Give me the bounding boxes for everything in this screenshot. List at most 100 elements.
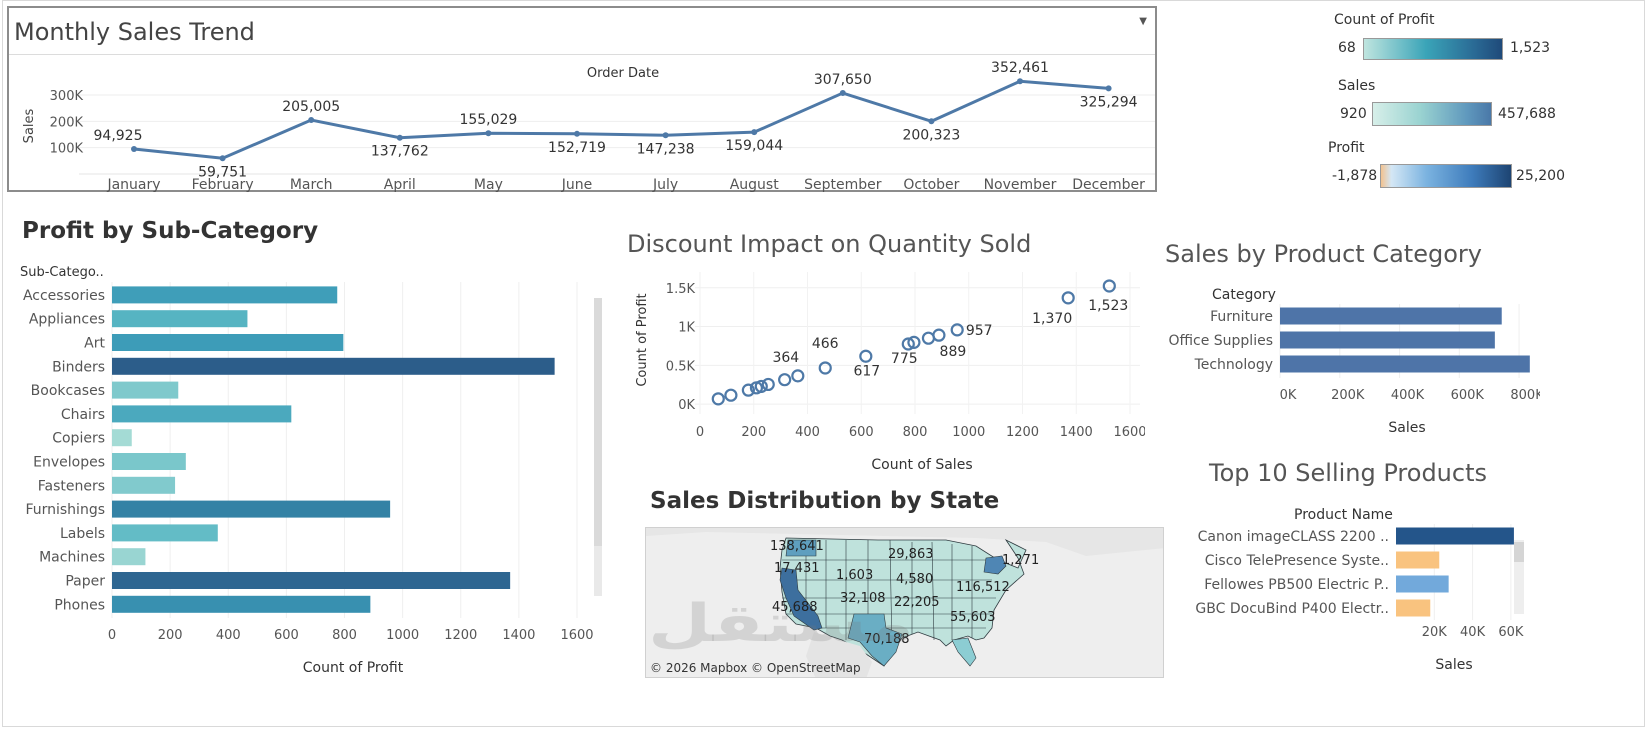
x-tick-label: 0K xyxy=(1280,388,1297,403)
vertical-scrollbar[interactable] xyxy=(1514,540,1524,614)
line-point xyxy=(396,134,403,141)
scatter-point xyxy=(921,331,936,345)
data-label: 152,719 xyxy=(548,140,606,156)
state-florida xyxy=(951,637,977,667)
x-tick-label: 200 xyxy=(158,628,183,643)
line-point xyxy=(219,155,226,162)
scrollbar-thumb[interactable] xyxy=(594,298,602,546)
legend-title: Profit xyxy=(1328,140,1365,156)
discount-xlabel: Count of Sales xyxy=(871,457,972,473)
scatter-point xyxy=(754,379,768,394)
legend-max: 1,523 xyxy=(1510,40,1551,56)
state-map[interactable]: 138,641 17,431 1,603 29,863 4,580 1,271 … xyxy=(645,527,1164,678)
data-label: 155,029 xyxy=(459,112,517,128)
scatter-point xyxy=(761,377,775,392)
top10-xlabel: Sales xyxy=(1435,657,1472,673)
scatter-point xyxy=(711,392,725,406)
bar xyxy=(1396,575,1449,593)
line-point xyxy=(662,132,669,139)
bar xyxy=(1280,355,1530,373)
legend-title: Count of Profit xyxy=(1334,12,1435,28)
data-label: 137,762 xyxy=(371,144,429,160)
legend-sales: Sales 920 457,688 xyxy=(1320,74,1580,134)
line-point xyxy=(131,146,137,153)
line-point xyxy=(485,130,492,137)
data-label: 59,751 xyxy=(198,164,247,180)
sales-by-category-chart[interactable]: Category Furniture Office Supplies Technol… xyxy=(1160,280,1540,440)
line-point xyxy=(1105,85,1112,92)
state-label: 116,512 xyxy=(956,580,1010,595)
x-tick-label: 800 xyxy=(903,425,928,440)
bar xyxy=(112,381,179,399)
subcategory-title: Profit by Sub-Category xyxy=(22,218,319,244)
state-label: 1,271 xyxy=(1002,553,1040,568)
x-tick-label: 1600 xyxy=(1113,425,1145,440)
monthly-sales-panel[interactable]: Monthly Sales Trend ▼ Order Date Sales 1… xyxy=(7,6,1157,192)
product-label: Canon imageCLASS 2200 .. xyxy=(1198,529,1389,545)
bar xyxy=(112,310,248,328)
scatter-point xyxy=(950,323,964,337)
line-point xyxy=(308,117,315,124)
scatter-point xyxy=(1102,279,1116,293)
sales-axis-label: Sales xyxy=(22,108,37,143)
data-label: 200,323 xyxy=(902,127,960,143)
top10-products-chart[interactable]: Product Name Canon imageCLASS 2200 .. Cis… xyxy=(1160,500,1540,685)
y-tick-label: 100K xyxy=(50,142,84,157)
category-label: Chairs xyxy=(61,407,105,423)
bar xyxy=(112,405,292,423)
bar xyxy=(112,357,555,375)
scatter-point xyxy=(818,361,832,375)
scatter-point xyxy=(901,337,915,351)
state-label: 55,603 xyxy=(950,610,996,625)
monthly-sales-chart[interactable]: Order Date Sales 100K 200K 300K 94,925 59,7… xyxy=(9,56,1155,192)
data-label: 147,238 xyxy=(637,141,695,157)
y-tick-label: 300K xyxy=(50,89,84,104)
category-header: Category xyxy=(1212,287,1276,303)
map-watermark: مستقل xyxy=(647,594,915,654)
dropdown-arrow-icon[interactable]: ▼ xyxy=(1139,16,1147,27)
category-label: Paper xyxy=(65,574,105,590)
map-attribution[interactable]: © 2026 Mapbox © OpenStreetMap xyxy=(650,661,861,675)
category-label: Fasteners xyxy=(38,478,105,494)
y-tick-label: 200K xyxy=(50,115,84,130)
point-label: 775 xyxy=(891,351,918,367)
y-tick-label: 1K xyxy=(678,321,695,336)
state-texas xyxy=(847,613,903,667)
line-point xyxy=(928,118,935,125)
x-tick-label: 60K xyxy=(1498,625,1524,640)
bar xyxy=(1396,599,1431,617)
point-label: 1,523 xyxy=(1088,298,1128,314)
data-label: 94,925 xyxy=(94,128,143,144)
legend-gradient xyxy=(1380,164,1512,188)
profit-by-subcategory-chart[interactable]: Sub-Catego.. Accessories Appliances Art Bin… xyxy=(10,254,615,694)
category-label: Phones xyxy=(54,597,105,613)
category-label: Envelopes xyxy=(33,455,105,471)
state-label: 22,205 xyxy=(894,595,940,610)
discount-impact-scatter[interactable]: 0K 0.5K 1K 1.5K 0 200 400 600 800 1000 1200 1400 16… xyxy=(620,268,1145,478)
x-tick-label: January xyxy=(106,177,160,192)
x-tick-label: 1000 xyxy=(386,628,419,643)
bar xyxy=(1396,527,1514,545)
x-tick-label: 0 xyxy=(696,425,704,440)
y-tick-label: 0K xyxy=(678,398,695,413)
scrollbar-thumb[interactable] xyxy=(1514,542,1524,562)
legend-count-of-profit: Count of Profit 68 1,523 xyxy=(1320,8,1550,68)
state-label: 45,688 xyxy=(772,600,818,615)
data-label: 159,044 xyxy=(725,138,783,154)
bar xyxy=(112,500,391,518)
scatter-point xyxy=(791,369,805,383)
order-date-label: Order Date xyxy=(587,66,659,81)
scatter-point xyxy=(724,388,738,402)
x-tick-label: November xyxy=(984,177,1057,192)
scatter-point xyxy=(907,335,921,349)
line-point xyxy=(751,129,758,136)
scatter-point xyxy=(1061,291,1075,305)
scatter-point xyxy=(932,328,946,342)
point-label: 364 xyxy=(772,350,799,366)
x-tick-label: 1000 xyxy=(952,425,985,440)
state-label: 70,188 xyxy=(864,632,910,647)
discount-ylabel: Count of Profit xyxy=(635,293,650,386)
y-tick-label: 0.5K xyxy=(666,359,696,374)
monthly-sales-title: Monthly Sales Trend xyxy=(14,18,255,46)
